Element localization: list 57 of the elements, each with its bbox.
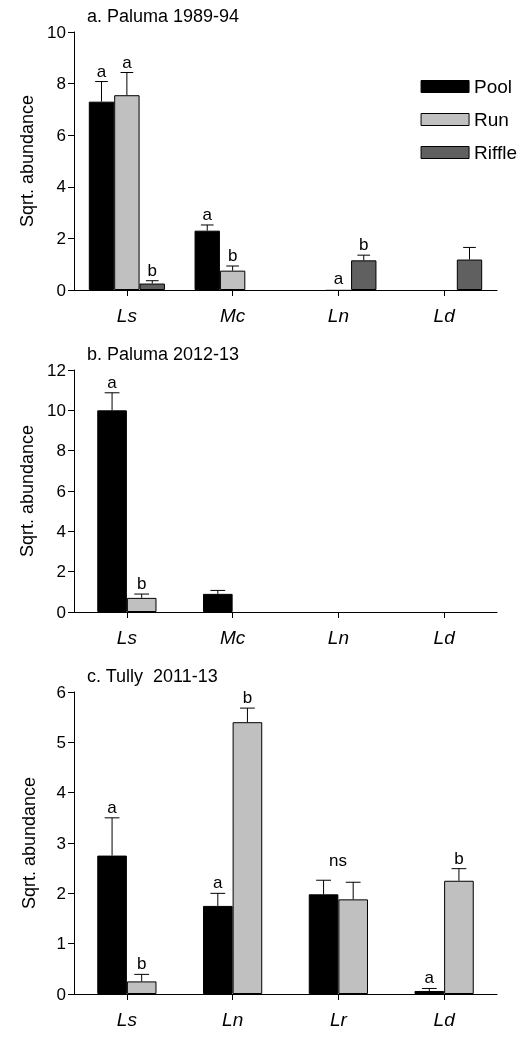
y-axis-title: Sqrt. abundance bbox=[17, 94, 38, 228]
x-tick-label: Ln bbox=[222, 1009, 244, 1030]
x-tick-label: Ln bbox=[327, 305, 349, 326]
data-label: a bbox=[107, 797, 118, 817]
x-tick-label: Ld bbox=[433, 627, 457, 648]
y-tick-label: 10 bbox=[47, 400, 66, 420]
data-label: a bbox=[96, 61, 107, 81]
y-axis-title: Sqrt. abundance bbox=[19, 776, 39, 910]
data-label: a bbox=[122, 52, 133, 72]
chart-title: b. Paluma 2012-13 bbox=[87, 344, 240, 364]
data-label: b bbox=[147, 260, 157, 280]
legend-label: Pool bbox=[474, 76, 513, 97]
data-label: b bbox=[359, 235, 369, 255]
chart-title: a. Paluma 1989-94 bbox=[87, 6, 240, 26]
y-tick-label: 8 bbox=[56, 441, 66, 461]
data-label: b bbox=[227, 246, 238, 266]
y-tick-label: 12 bbox=[47, 360, 66, 380]
y-tick-label: 0 bbox=[56, 602, 66, 622]
y-tick-label: 1 bbox=[56, 934, 66, 954]
data-label: a bbox=[202, 204, 213, 224]
x-tick-label: Mc bbox=[219, 627, 246, 648]
y-tick-label: 4 bbox=[56, 177, 66, 197]
data-label: b bbox=[454, 848, 464, 868]
y-tick-label: 2 bbox=[56, 883, 66, 903]
chart-title: c. Tully 2011-13 bbox=[87, 666, 218, 686]
x-tick-label: Mc bbox=[219, 305, 246, 326]
y-tick-label: 0 bbox=[56, 280, 66, 300]
x-tick-label: Ls bbox=[116, 1009, 138, 1030]
y-tick-label: 3 bbox=[56, 833, 66, 853]
y-tick-label: 8 bbox=[56, 74, 66, 94]
y-tick-label: 0 bbox=[56, 984, 66, 1004]
y-tick-label: 5 bbox=[56, 732, 66, 752]
data-label: b bbox=[242, 688, 253, 708]
y-tick-label: 6 bbox=[56, 682, 66, 702]
x-tick-label: Ld bbox=[433, 305, 457, 326]
x-tick-label: Ld bbox=[433, 1009, 457, 1030]
data-label: b bbox=[136, 574, 147, 594]
y-tick-label: 6 bbox=[56, 481, 66, 501]
data-label: a bbox=[213, 873, 224, 893]
x-tick-label: Lr bbox=[329, 1009, 348, 1030]
data-label: a bbox=[333, 269, 344, 289]
y-axis-title: Sqrt. abundance bbox=[17, 424, 38, 558]
data-label: a bbox=[107, 372, 118, 392]
y-tick-label: 2 bbox=[56, 562, 66, 582]
legend-label: Riffle bbox=[474, 142, 518, 163]
x-tick-label: Ls bbox=[116, 627, 138, 648]
x-tick-label: Ln bbox=[327, 627, 349, 648]
y-tick-label: 6 bbox=[56, 125, 66, 145]
y-tick-label: 2 bbox=[56, 228, 66, 248]
x-tick-label: Ls bbox=[116, 305, 138, 326]
y-tick-label: 4 bbox=[56, 521, 66, 541]
legend-label: Run bbox=[474, 109, 509, 130]
y-tick-label: 10 bbox=[47, 22, 66, 42]
y-tick-label: 4 bbox=[56, 783, 66, 803]
data-label: a bbox=[424, 968, 435, 988]
data-label: b bbox=[136, 954, 147, 974]
annotation: ns bbox=[329, 851, 347, 870]
